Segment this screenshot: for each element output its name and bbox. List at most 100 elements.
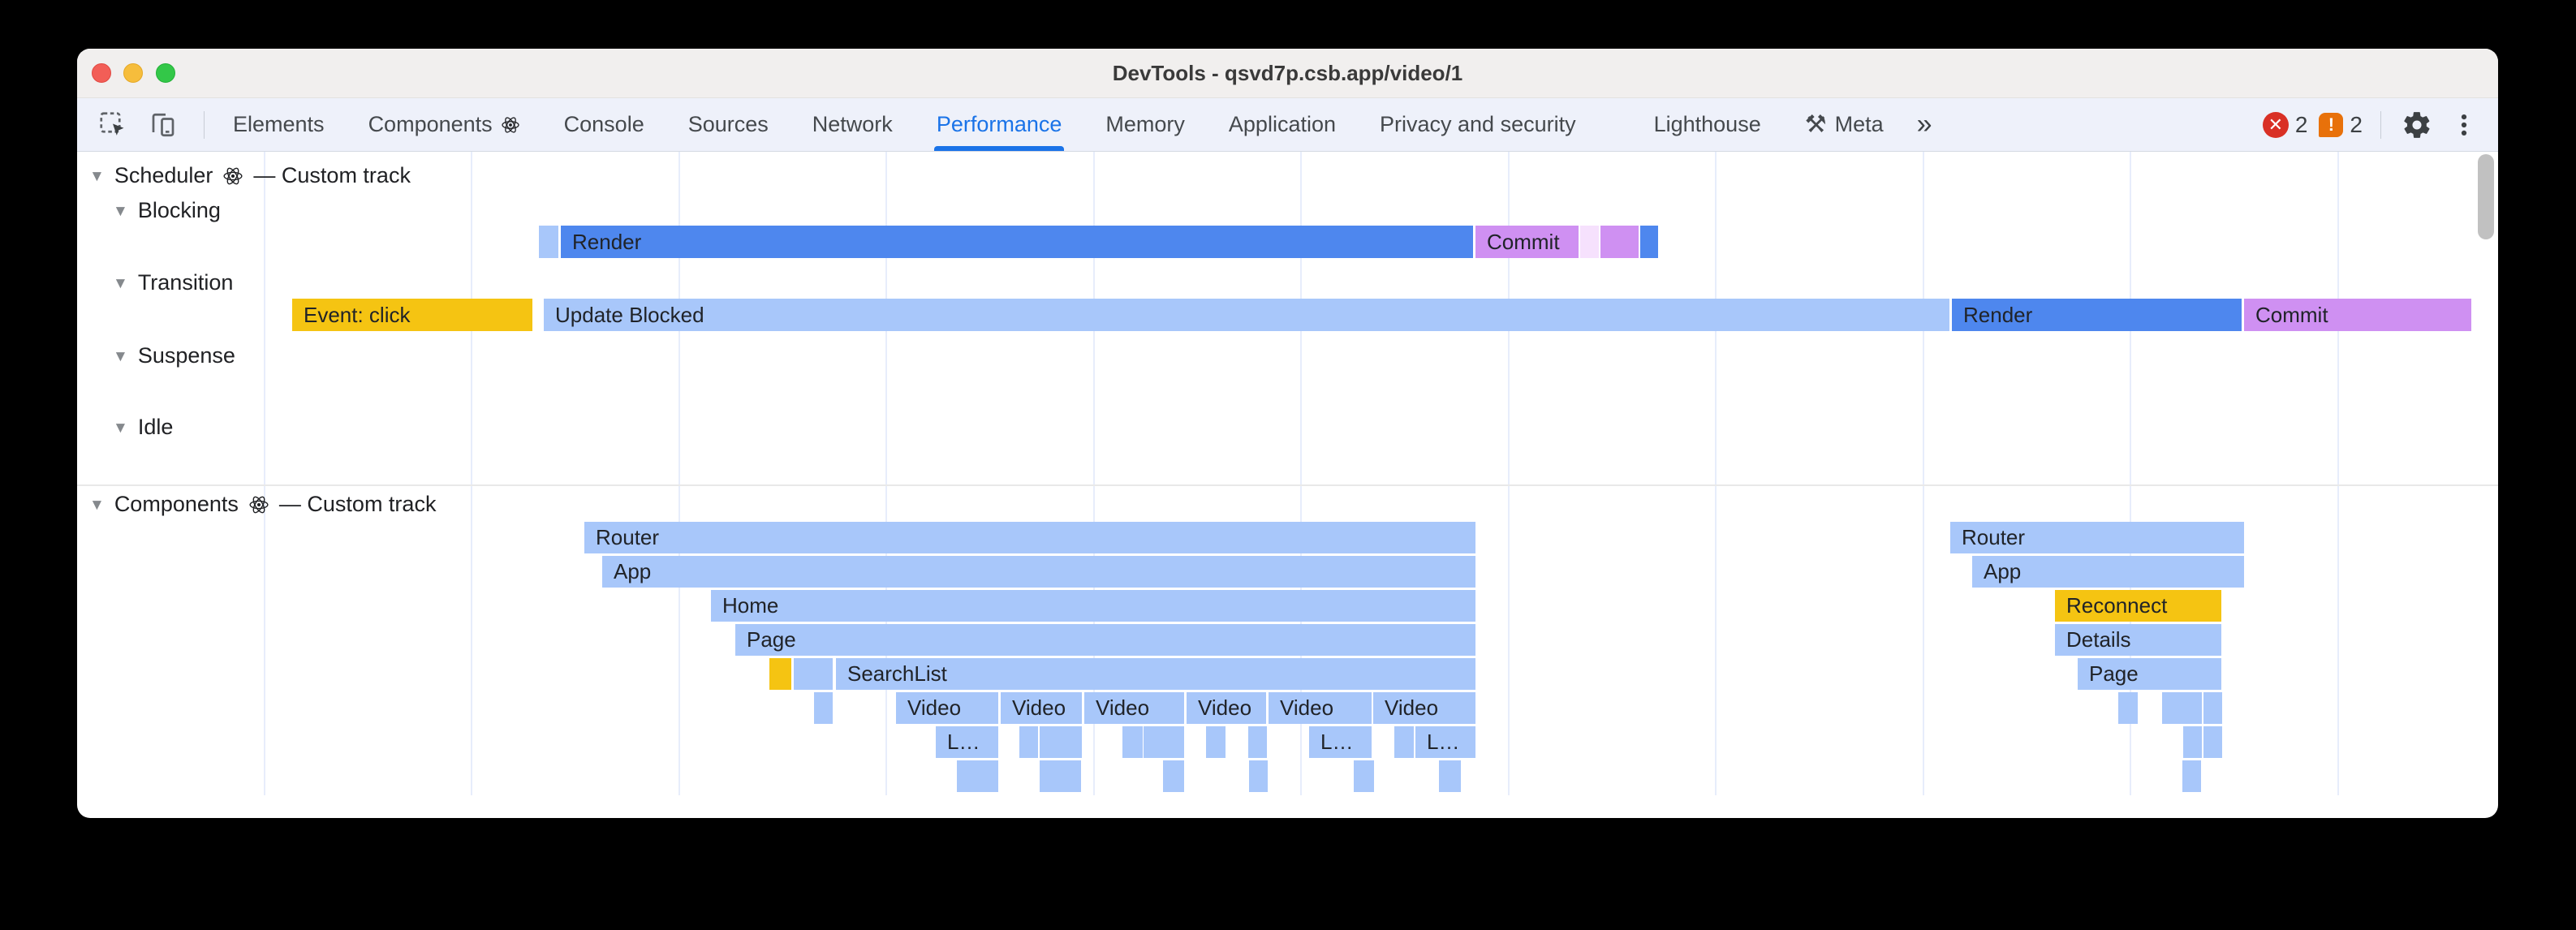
flame-bar[interactable] (2203, 692, 2222, 724)
device-toolbar-icon[interactable] (145, 107, 181, 143)
active-tab-underline (933, 146, 1065, 151)
flame-bar[interactable] (2203, 726, 2222, 758)
tab-console[interactable]: Console (542, 98, 666, 151)
timeline-gridline (2337, 152, 2339, 795)
tab-application[interactable]: Application (1207, 98, 1358, 151)
timeline-gridline (1093, 152, 1095, 795)
flame-bar[interactable] (2162, 692, 2202, 724)
flame-bar-video[interactable]: Video (1084, 692, 1184, 724)
flame-bar-commit[interactable]: Commit (2244, 299, 2471, 331)
flame-bar[interactable] (1580, 226, 1599, 258)
flame-bar[interactable] (539, 226, 558, 258)
flame-bar-update-blocked[interactable]: Update Blocked (544, 299, 1949, 331)
flame-bar[interactable] (1248, 726, 1267, 758)
flame-bar-commit[interactable]: Commit (1475, 226, 1579, 258)
tab-label: Memory (1105, 112, 1185, 136)
flame-bar-video[interactable]: Video (1373, 692, 1475, 724)
flame-bar-searchlist[interactable]: SearchList (836, 658, 1475, 690)
flame-bar-l-[interactable]: L… (936, 726, 998, 758)
flame-bar[interactable] (1394, 726, 1414, 758)
flame-bar[interactable] (1163, 760, 1184, 792)
flame-bar-app[interactable]: App (602, 556, 1475, 588)
track-row-idle[interactable]: ▼ Idle (113, 415, 173, 440)
flame-bar[interactable] (1249, 760, 1268, 792)
flame-bar-page[interactable]: Page (735, 624, 1475, 656)
tab-elements[interactable]: Elements (211, 98, 347, 151)
flame-bar[interactable] (1040, 726, 1082, 758)
flame-bar-video[interactable]: Video (1187, 692, 1266, 724)
collapse-triangle-icon[interactable]: ▼ (89, 167, 105, 185)
vertical-scrollbar-thumb[interactable] (2478, 154, 2494, 239)
flame-bar[interactable] (1600, 226, 1639, 258)
error-count: 2 (2294, 111, 2308, 137)
track-title-components[interactable]: ▼ Components — Custom track (89, 492, 436, 517)
collapse-triangle-icon[interactable]: ▼ (113, 274, 128, 292)
track-label: Transition (137, 270, 234, 295)
inspect-element-icon[interactable] (95, 107, 131, 143)
flame-bar-page[interactable]: Page (2078, 658, 2221, 690)
tab-sources[interactable]: Sources (666, 98, 790, 151)
tab-privacy-and-security[interactable]: Privacy and security (1358, 98, 1598, 151)
flame-bar-label: Page (2089, 661, 2139, 686)
flame-bar[interactable] (1019, 726, 1038, 758)
error-badge[interactable]: ✕ 2 (2262, 111, 2308, 138)
flame-bar-render[interactable]: Render (1952, 299, 2242, 331)
tab-meta[interactable]: ⚒ Meta (1783, 98, 1906, 151)
flame-bar[interactable] (1354, 760, 1374, 792)
flame-bar[interactable] (2118, 692, 2138, 724)
track-row-blocking[interactable]: ▼ Blocking (113, 198, 221, 223)
tab-network[interactable]: Network (790, 98, 915, 151)
collapse-triangle-icon[interactable]: ▼ (113, 347, 128, 365)
flame-bar-app[interactable]: App (1972, 556, 2244, 588)
zoom-window-button[interactable] (156, 63, 175, 83)
close-window-button[interactable] (92, 63, 111, 83)
flame-bar[interactable] (769, 658, 791, 690)
flame-bar-label: Video (1385, 695, 1439, 720)
flame-bar[interactable] (1144, 726, 1184, 758)
collapse-triangle-icon[interactable]: ▼ (113, 419, 128, 437)
flame-bar-reconnect[interactable]: Reconnect (2055, 590, 2221, 622)
tab-label: Network (812, 112, 893, 136)
flame-bar[interactable] (1439, 760, 1461, 792)
flame-bar-label: Video (1280, 695, 1334, 720)
tab-memory[interactable]: Memory (1083, 98, 1207, 151)
flame-bar-details[interactable]: Details (2055, 624, 2221, 656)
track-title-scheduler[interactable]: ▼ Scheduler — Custom track (89, 163, 411, 188)
flame-bar-router[interactable]: Router (1950, 522, 2244, 553)
flame-bar-l-[interactable]: L… (1309, 726, 1372, 758)
track-row-transition[interactable]: ▼ Transition (113, 270, 233, 295)
warning-badge[interactable]: ! 2 (2319, 112, 2363, 138)
track-row-suspense[interactable]: ▼ Suspense (113, 343, 235, 368)
flame-bar-video[interactable]: Video (896, 692, 998, 724)
flame-bar-router[interactable]: Router (584, 522, 1475, 553)
tab-lighthouse[interactable]: Lighthouse (1632, 98, 1783, 151)
tab-performance[interactable]: Performance (915, 98, 1084, 151)
minimize-window-button[interactable] (123, 63, 143, 83)
flame-bar-render[interactable]: Render (561, 226, 1473, 258)
flame-bar[interactable] (794, 658, 833, 690)
atom-icon (223, 167, 243, 184)
flame-bar-video[interactable]: Video (1001, 692, 1082, 724)
flame-bar[interactable] (2183, 726, 2202, 758)
more-tabs-icon[interactable]: » (1916, 109, 1932, 140)
collapse-triangle-icon[interactable]: ▼ (89, 496, 105, 514)
flame-bar[interactable] (1122, 726, 1143, 758)
flame-bar[interactable] (1040, 760, 1081, 792)
settings-gear-icon[interactable] (2399, 107, 2435, 143)
tab-label: Meta (1834, 112, 1884, 136)
flame-bar[interactable] (2182, 760, 2201, 792)
flame-bar-home[interactable]: Home (711, 590, 1475, 622)
flame-bar-video[interactable]: Video (1269, 692, 1372, 724)
tab-label: Application (1228, 112, 1336, 136)
flame-bar[interactable] (1206, 726, 1226, 758)
flame-bar[interactable] (814, 692, 833, 724)
collapse-triangle-icon[interactable]: ▼ (113, 202, 128, 220)
hammer-wrench-icon: ⚒ (1804, 111, 1827, 138)
track-label: Suspense (137, 343, 235, 368)
flame-bar[interactable] (1640, 226, 1658, 258)
flame-bar-l-[interactable]: L… (1415, 726, 1475, 758)
flame-bar[interactable] (957, 760, 998, 792)
tab-components[interactable]: Components (347, 98, 542, 151)
kebab-menu-icon[interactable] (2446, 107, 2482, 143)
flame-bar-event-click[interactable]: Event: click (292, 299, 532, 331)
